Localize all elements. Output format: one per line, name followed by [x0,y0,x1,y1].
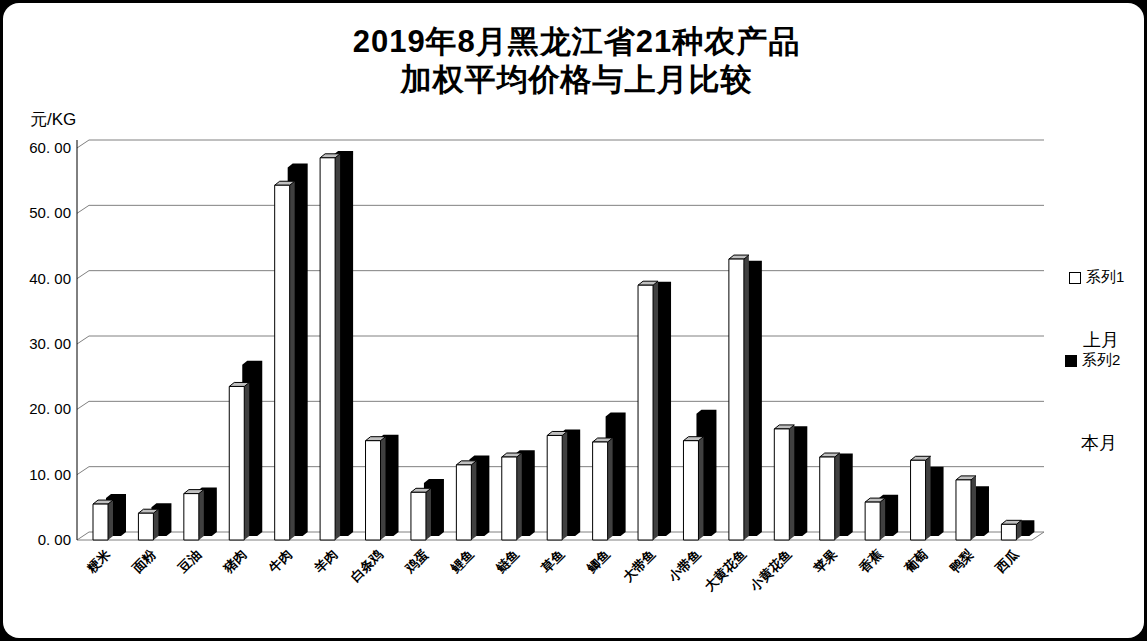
x-category-label: 牛肉 [265,547,295,577]
series2-swatch-icon [1065,355,1077,367]
bar-series1 [1001,524,1016,540]
bar-series1 [683,441,698,540]
bar-series1-side [153,509,158,540]
x-category-label: 大带鱼 [620,547,658,585]
bar-series1-side [199,490,204,540]
y-tick-label: 40. 00 [29,270,71,287]
x-category-label: 粳米 [83,546,113,576]
x-category-label: 猪肉 [220,547,250,577]
x-category-label: 鲫鱼 [583,547,613,577]
series2-annotation: 本月 [1081,431,1117,455]
bar-series1-side [971,476,976,540]
y-tick-label: 30. 00 [29,335,71,352]
gridline-tick [77,401,89,409]
bar-series1-side [108,500,113,540]
x-category-label: 葡萄 [901,546,931,576]
bar-series1 [774,429,789,540]
legend-item-series2: 系列2 [1065,351,1120,370]
bar-series1 [865,502,880,540]
bar-series1-side [698,437,703,540]
bar-series1 [956,480,971,540]
x-category-label: 草鱼 [538,547,568,577]
bar-series1-side [562,431,567,540]
bar-series1 [729,259,744,540]
x-category-label: 白条鸡 [347,547,385,585]
bar-series1 [275,185,290,540]
x-category-label: 香蕉 [856,547,886,577]
series1-annotation: 上月 [1083,328,1119,352]
x-category-label: 鲢鱼 [492,547,522,577]
gridline-tick [77,336,89,344]
bar-series1 [229,386,244,540]
bar-series1-side [335,154,340,540]
gridline-tick [77,271,89,279]
bar-series1-side [789,425,794,540]
bar-series1 [502,457,517,540]
y-tick-label: 10. 00 [29,466,71,483]
legend-item-series1: 系列1 [1069,268,1124,287]
x-category-label: 面粉 [129,546,159,576]
y-tick-label: 20. 00 [29,400,71,417]
bar-series1-side [608,438,613,540]
bar-series1-side [744,255,749,540]
bar-series1 [638,285,653,540]
bar-series1-side [426,488,431,540]
bar-series1-side [517,453,522,540]
x-category-label: 鸡蛋 [401,547,431,577]
floor-right-edge [1032,532,1044,540]
x-category-label: 豆油 [175,547,204,576]
bar-series1-side [471,461,476,540]
legend-series1-label: 系列1 [1086,268,1124,287]
x-category-label: 大黄花鱼 [702,547,749,594]
x-category-label: 鸭梨 [947,547,976,576]
bar-series1-side [290,181,295,540]
bar-series1 [366,441,381,540]
chart-window: 2019年8月黑龙江省21种农产品 加权平均价格与上月比较 元/KG 0. 00… [0,0,1147,641]
bar-series1 [320,158,335,540]
x-category-label: 苹果 [810,547,840,577]
y-tick-label: 50. 00 [29,204,71,221]
gridline-tick [77,467,89,475]
bar-series1 [184,494,199,540]
y-tick-label: 60. 00 [29,139,71,156]
gridline-tick [77,140,89,148]
chart-paper: 2019年8月黑龙江省21种农产品 加权平均价格与上月比较 元/KG 0. 00… [3,3,1144,638]
gridline-tick [77,532,89,540]
bar-series1-side [381,437,386,540]
bar-series1 [820,457,835,540]
bar-series1-side [926,456,931,540]
x-category-label: 羊肉 [311,547,341,577]
bar-series1-side [653,281,658,540]
x-category-label: 小黄花鱼 [746,547,794,595]
bar-series1-side [880,498,885,540]
legend-series2-label: 系列2 [1082,351,1120,370]
y-tick-label: 0. 00 [38,531,71,548]
bar-series1 [93,504,108,540]
gridline-tick [77,205,89,213]
bar-series1-side [835,453,840,540]
x-category-label: 小带鱼 [665,547,704,586]
x-category-label: 鲤鱼 [447,547,477,577]
bar-series1 [593,442,608,540]
bar-series1 [411,492,426,540]
bar-series1 [547,435,562,540]
x-category-label: 西瓜 [992,546,1022,576]
bar-series1 [456,465,471,540]
bar-series1 [138,513,153,540]
price-bar-chart: 0. 00 10. 00 20. 00 30. 00 40. 00 50. 00 60. 0… [3,3,1147,641]
series1-swatch-icon [1069,272,1081,284]
bar-series1-side [244,382,249,540]
bar-series1 [911,460,926,540]
